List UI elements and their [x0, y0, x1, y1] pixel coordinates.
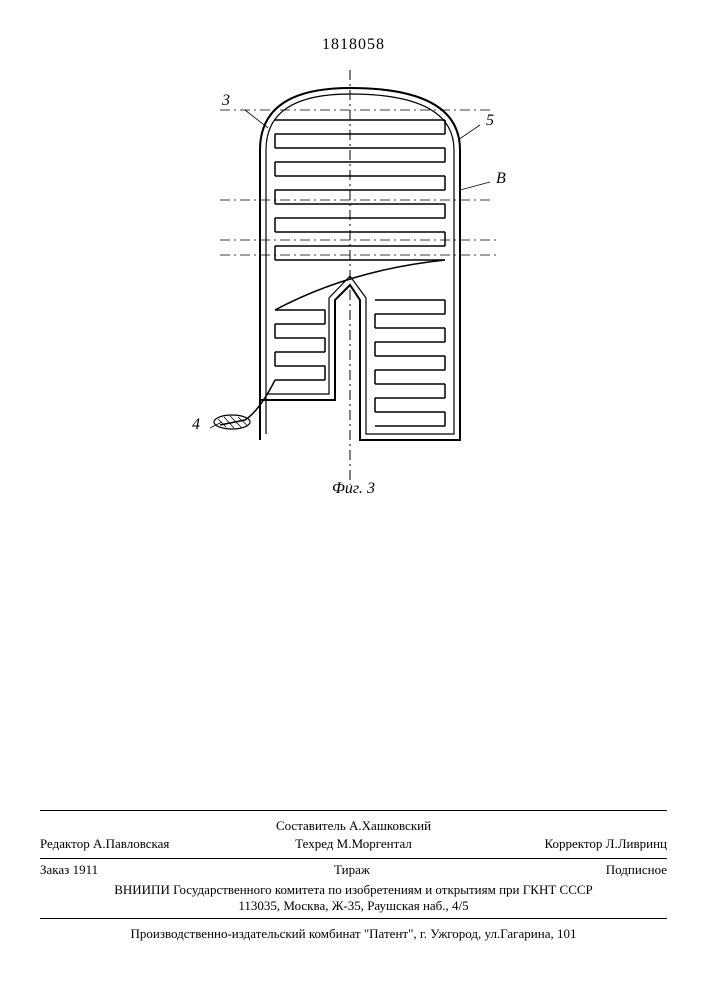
compiler-name: А.Хашковский: [349, 818, 431, 833]
credits-block: Составитель А.Хашковский Редактор А.Павл…: [40, 818, 667, 854]
editor-label: Редактор: [40, 836, 90, 851]
techred-label: Техред: [295, 836, 333, 851]
callout-4: 4: [192, 416, 200, 434]
heater-diagram-svg: [160, 70, 540, 490]
figure-caption: Фиг. 3: [0, 480, 707, 498]
patent-number: 1818058: [0, 36, 707, 54]
callout-B: B: [496, 170, 506, 188]
order-row: Заказ 1911 Тираж Подписное: [40, 862, 667, 878]
podpisnoe: Подписное: [606, 862, 667, 878]
divider: [40, 858, 667, 859]
callout-5: 5: [486, 112, 494, 130]
order-no: 1911: [73, 862, 99, 877]
order-label: Заказ: [40, 862, 69, 877]
patent-page: 1818058: [0, 0, 707, 1000]
callout-3: 3: [222, 92, 230, 110]
editor-name: А.Павловская: [93, 836, 169, 851]
divider: [40, 810, 667, 811]
techred-name: М.Моргентал: [337, 836, 412, 851]
printer-line: Производственно-издательский комбинат "П…: [40, 926, 667, 942]
corrector-label: Корректор: [544, 836, 602, 851]
compiler-label: Составитель: [276, 818, 346, 833]
tirazh-label: Тираж: [334, 862, 370, 878]
org-line-2: 113035, Москва, Ж-35, Раушская наб., 4/5: [40, 898, 667, 914]
figure-3: 3 5 B 4: [160, 70, 540, 490]
org-line-1: ВНИИПИ Государственного комитета по изоб…: [40, 882, 667, 898]
corrector-name: Л.Ливринц: [606, 836, 667, 851]
divider: [40, 918, 667, 919]
